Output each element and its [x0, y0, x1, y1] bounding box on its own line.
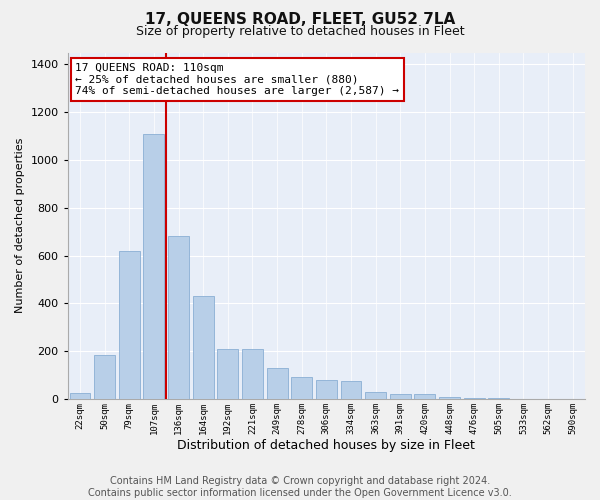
X-axis label: Distribution of detached houses by size in Fleet: Distribution of detached houses by size …: [178, 440, 475, 452]
Bar: [119, 251, 140, 399]
Y-axis label: Number of detached properties: Number of detached properties: [15, 138, 25, 314]
Bar: [415, 394, 436, 399]
Bar: [464, 398, 485, 399]
Bar: [341, 381, 361, 399]
Bar: [266, 368, 287, 399]
Bar: [168, 236, 189, 399]
Bar: [242, 348, 263, 399]
Text: 17, QUEENS ROAD, FLEET, GU52 7LA: 17, QUEENS ROAD, FLEET, GU52 7LA: [145, 12, 455, 28]
Bar: [439, 396, 460, 399]
Bar: [365, 392, 386, 399]
Bar: [143, 134, 164, 399]
Text: Size of property relative to detached houses in Fleet: Size of property relative to detached ho…: [136, 25, 464, 38]
Bar: [193, 296, 214, 399]
Bar: [390, 394, 411, 399]
Bar: [70, 393, 91, 399]
Text: 17 QUEENS ROAD: 110sqm
← 25% of detached houses are smaller (880)
74% of semi-de: 17 QUEENS ROAD: 110sqm ← 25% of detached…: [76, 63, 400, 96]
Bar: [291, 378, 312, 399]
Bar: [94, 354, 115, 399]
Bar: [488, 398, 509, 399]
Text: Contains HM Land Registry data © Crown copyright and database right 2024.
Contai: Contains HM Land Registry data © Crown c…: [88, 476, 512, 498]
Bar: [217, 348, 238, 399]
Bar: [316, 380, 337, 399]
